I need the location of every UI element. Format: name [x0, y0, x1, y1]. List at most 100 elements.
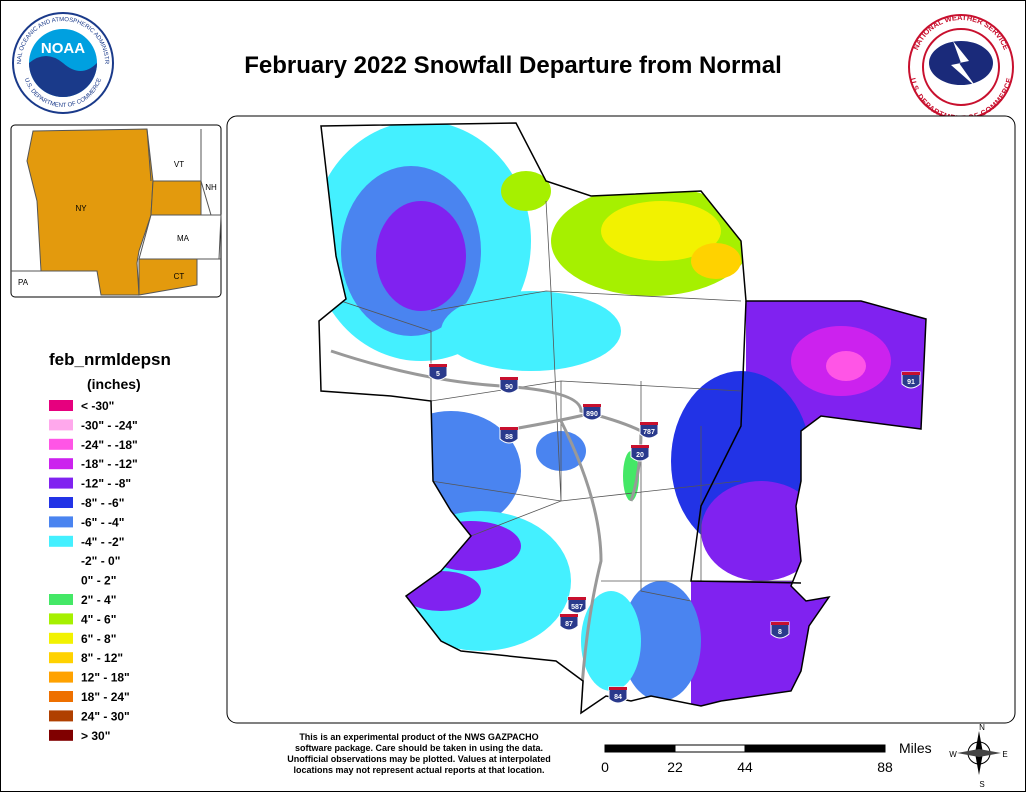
legend-label: 2" - 4"	[81, 593, 116, 607]
legend-label: 8" - 12"	[81, 651, 123, 665]
zone	[601, 201, 721, 261]
scale-bar: Miles 0 22 44 88	[601, 740, 932, 775]
disclaimer-line: locations may not represent actual repor…	[293, 765, 544, 775]
highway-shields: 5 90 890 88 787 20 87 587 84 91 8	[428, 363, 921, 704]
legend-label: -6" - -4"	[81, 515, 124, 529]
legend-swatch	[49, 671, 73, 683]
legend-swatch	[49, 419, 73, 431]
scale-segment	[604, 744, 676, 753]
logo-name: NOAA	[41, 40, 85, 57]
compass: N E S W	[949, 723, 1007, 789]
inset-ct	[138, 258, 198, 296]
legend-label: 12" - 18"	[81, 671, 130, 685]
shield	[428, 363, 448, 381]
nws-logo: NATIONAL WEATHER SERVICE U.S. DEPARTMENT…	[908, 13, 1014, 123]
legend-label: 4" - 6"	[81, 612, 116, 626]
scale-label: 88	[877, 759, 893, 775]
shield-label: 8	[778, 629, 782, 636]
compass-letter: W	[949, 750, 957, 759]
inset-map	[10, 124, 222, 298]
scale-unit: Miles	[899, 740, 932, 756]
legend-label: -8" - -6"	[81, 496, 124, 510]
scale-segment	[674, 744, 746, 753]
disclaimer-line: Unofficial observations may be plotted. …	[287, 754, 551, 764]
noaa-logo: NOAA NATIONAL OCEANIC AND ATMOSPHERIC AD…	[1, 1, 114, 114]
legend-swatch	[49, 652, 73, 664]
shield	[608, 686, 628, 704]
shield-label: 87	[565, 621, 573, 628]
legend-swatch	[49, 574, 73, 586]
legend-label: 18" - 24"	[81, 690, 130, 704]
legend: < -30" -30" - -24" -24" - -18" -18" - -12" -…	[49, 399, 138, 743]
legend-label: -2" - 0"	[81, 554, 120, 568]
state-line	[690, 300, 802, 584]
shield	[559, 613, 579, 631]
shield-label: 84	[614, 694, 622, 701]
shield-label: 787	[643, 429, 655, 436]
shield-label: 587	[571, 604, 583, 611]
zone	[376, 201, 466, 311]
legend-swatch	[49, 477, 73, 489]
zone	[621, 581, 701, 701]
shield-band	[640, 422, 658, 425]
shield-label: 890	[586, 411, 598, 418]
title: February 2022 Snowfall Departure from No…	[244, 52, 782, 79]
highways	[330, 349, 643, 702]
shield-band	[560, 614, 578, 617]
shield-band	[631, 445, 649, 448]
zone	[441, 291, 621, 371]
zone	[691, 243, 741, 279]
legend-label: -30" - -24"	[81, 418, 138, 432]
region-outline	[318, 122, 927, 715]
legend-label: 0" - 2"	[81, 574, 116, 588]
shield-band	[500, 427, 518, 430]
zone	[501, 171, 551, 211]
inset-label: CT	[174, 272, 185, 281]
shield	[499, 376, 519, 394]
legend-swatch	[49, 691, 73, 702]
legend-swatch	[49, 555, 73, 567]
legend-label: > 30"	[81, 729, 110, 743]
legend-swatch	[49, 438, 73, 450]
legend-swatch	[49, 497, 73, 508]
scale-label: 22	[667, 759, 683, 775]
shield-band	[568, 597, 586, 600]
scale-label: 44	[737, 759, 753, 775]
disclaimer-line: software package. Care should be taken i…	[295, 743, 543, 753]
inset-ny	[26, 128, 154, 296]
legend-label: -24" - -18"	[81, 438, 138, 452]
shield-band	[583, 404, 601, 407]
shield-band	[902, 372, 920, 375]
shield	[639, 421, 659, 439]
inset-label: VT	[174, 160, 184, 169]
shield	[770, 621, 790, 639]
legend-label: < -30"	[81, 399, 114, 413]
inset-label: PA	[18, 278, 29, 287]
legend-swatch	[49, 458, 73, 470]
compass-letter: E	[1002, 750, 1007, 759]
inset-label: NY	[75, 204, 87, 213]
scale-label: 0	[601, 759, 609, 775]
legend-swatch	[49, 729, 73, 741]
legend-label: -12" - -8"	[81, 477, 131, 491]
zone	[826, 351, 866, 381]
legend-swatch	[49, 710, 73, 722]
shield-band	[771, 622, 789, 625]
legend-title: feb_nrmldepsn	[49, 350, 171, 369]
compass-letter: N	[979, 723, 985, 732]
compass-star	[957, 749, 1001, 757]
shield	[901, 371, 921, 389]
legend-label: 24" - 30"	[81, 709, 130, 723]
legend-label: 6" - 8"	[81, 632, 116, 646]
disclaimer-line: This is an experimental product of the N…	[299, 732, 538, 742]
legend-label: -4" - -2"	[81, 535, 124, 549]
inset-border	[11, 128, 221, 272]
shield	[499, 426, 519, 444]
legend-label: -18" - -12"	[81, 457, 138, 471]
inset-label: NH	[205, 183, 217, 192]
logo-wave	[29, 56, 97, 97]
shield-band	[429, 364, 447, 367]
shield-label: 90	[505, 384, 513, 391]
shield-label: 20	[636, 452, 644, 459]
shield	[630, 444, 650, 462]
